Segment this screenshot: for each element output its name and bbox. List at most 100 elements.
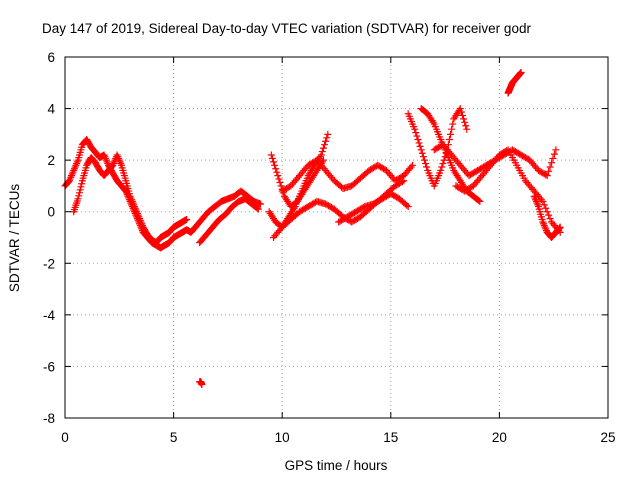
data-point bbox=[130, 201, 138, 209]
data-point bbox=[419, 153, 427, 161]
data-point bbox=[102, 154, 110, 162]
data-point bbox=[74, 195, 82, 203]
data-point bbox=[438, 163, 446, 171]
data-point bbox=[543, 172, 551, 180]
data-point bbox=[129, 199, 137, 207]
x-tick-label: 5 bbox=[170, 430, 178, 445]
data-point bbox=[133, 208, 141, 216]
data-point bbox=[115, 154, 123, 162]
data-point bbox=[548, 159, 556, 167]
y-tick-label: 6 bbox=[47, 50, 55, 65]
data-point bbox=[316, 153, 324, 161]
y-tick-label: -4 bbox=[43, 308, 55, 323]
data-point bbox=[69, 168, 77, 176]
data-point bbox=[273, 168, 281, 176]
data-point bbox=[532, 196, 540, 204]
series-track-m bbox=[452, 146, 564, 236]
data-point bbox=[317, 151, 325, 159]
data-point bbox=[556, 223, 564, 231]
data-point bbox=[70, 166, 78, 174]
data-point bbox=[128, 196, 136, 204]
data-point bbox=[476, 197, 484, 205]
data-point bbox=[66, 175, 74, 183]
data-point bbox=[133, 209, 141, 217]
x-tick-label: 15 bbox=[383, 430, 398, 445]
data-point bbox=[415, 139, 423, 147]
data-point bbox=[136, 216, 144, 224]
x-axis-label: GPS time / hours bbox=[285, 458, 388, 473]
data-point bbox=[65, 177, 73, 185]
data-point bbox=[542, 225, 550, 233]
data-point bbox=[540, 220, 548, 228]
data-point bbox=[253, 204, 261, 212]
data-point bbox=[71, 163, 79, 171]
data-point bbox=[530, 192, 538, 200]
data-point bbox=[414, 136, 422, 144]
data-point bbox=[460, 115, 468, 123]
data-point bbox=[416, 142, 424, 150]
y-tick-label: -2 bbox=[43, 256, 55, 271]
data-point bbox=[418, 149, 426, 157]
data-point bbox=[439, 160, 447, 168]
data-point bbox=[272, 165, 280, 173]
data-point bbox=[539, 197, 547, 205]
chart-title: Day 147 of 2019, Sidereal Day-to-day VTE… bbox=[42, 21, 531, 36]
data-point bbox=[321, 141, 329, 149]
data-point bbox=[409, 161, 417, 169]
data-point bbox=[138, 220, 146, 228]
y-tick-label: 0 bbox=[47, 205, 55, 220]
data-point bbox=[429, 118, 437, 126]
data-point bbox=[113, 151, 121, 159]
x-tick-label: 25 bbox=[600, 430, 615, 445]
data-point bbox=[198, 380, 206, 388]
data-point bbox=[449, 120, 457, 128]
data-point bbox=[77, 183, 85, 191]
data-point bbox=[73, 160, 81, 168]
series-track-h bbox=[278, 156, 417, 195]
data-point bbox=[448, 125, 456, 133]
y-axis-ticks: -8 -6 -4 -2 0 2 4 6 bbox=[43, 50, 608, 426]
data-point bbox=[116, 158, 124, 166]
data-point bbox=[546, 163, 554, 171]
data-point bbox=[323, 134, 331, 142]
series-track-o bbox=[530, 192, 564, 241]
data-point bbox=[274, 172, 282, 180]
data-point bbox=[545, 167, 553, 175]
series-outlier bbox=[196, 378, 206, 388]
data-point bbox=[73, 158, 81, 166]
data-point bbox=[539, 218, 547, 226]
data-point bbox=[114, 153, 122, 161]
data-point bbox=[319, 144, 327, 152]
data-point bbox=[555, 225, 563, 233]
data-point bbox=[517, 68, 525, 76]
data-point bbox=[135, 213, 143, 221]
data-point bbox=[78, 180, 86, 188]
data-point bbox=[131, 204, 139, 212]
data-point bbox=[423, 163, 431, 171]
data-point bbox=[115, 156, 123, 164]
data-point bbox=[137, 218, 145, 226]
data-point bbox=[68, 170, 76, 178]
data-point bbox=[103, 158, 111, 166]
data-point bbox=[275, 175, 283, 183]
data-point bbox=[555, 224, 563, 232]
data-point bbox=[128, 197, 136, 205]
data-point bbox=[268, 154, 276, 162]
data-point bbox=[413, 132, 421, 140]
y-tick-label: -6 bbox=[43, 359, 55, 374]
data-point bbox=[531, 194, 539, 202]
data-point bbox=[533, 199, 541, 207]
x-tick-label: 0 bbox=[61, 430, 69, 445]
data-point bbox=[456, 105, 464, 113]
data-point bbox=[131, 203, 139, 211]
data-point bbox=[322, 137, 330, 145]
data-point bbox=[546, 215, 554, 223]
series-track-l bbox=[430, 141, 560, 180]
data-point bbox=[445, 136, 453, 144]
series-track-i bbox=[335, 190, 412, 226]
data-point bbox=[110, 160, 118, 168]
series-track-b bbox=[70, 151, 191, 247]
data-point bbox=[540, 201, 548, 209]
x-tick-label: 10 bbox=[275, 430, 290, 445]
